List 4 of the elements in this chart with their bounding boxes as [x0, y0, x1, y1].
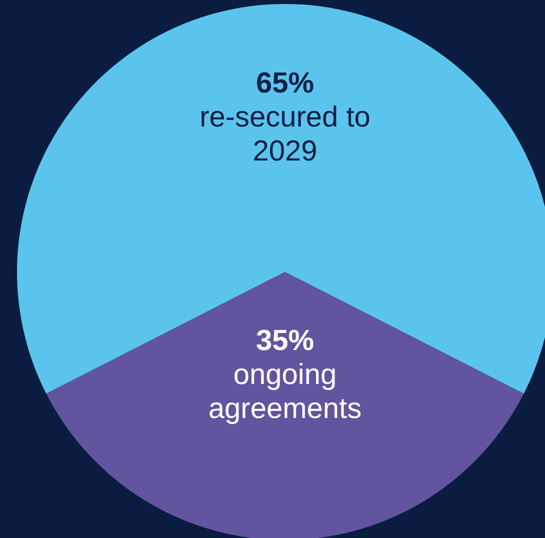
data-label: 35%	[256, 324, 314, 357]
data-label: 65%	[256, 68, 314, 100]
slice-label: re-secured to 2029	[200, 102, 370, 168]
slice-label: ongoing agreements	[208, 358, 362, 425]
